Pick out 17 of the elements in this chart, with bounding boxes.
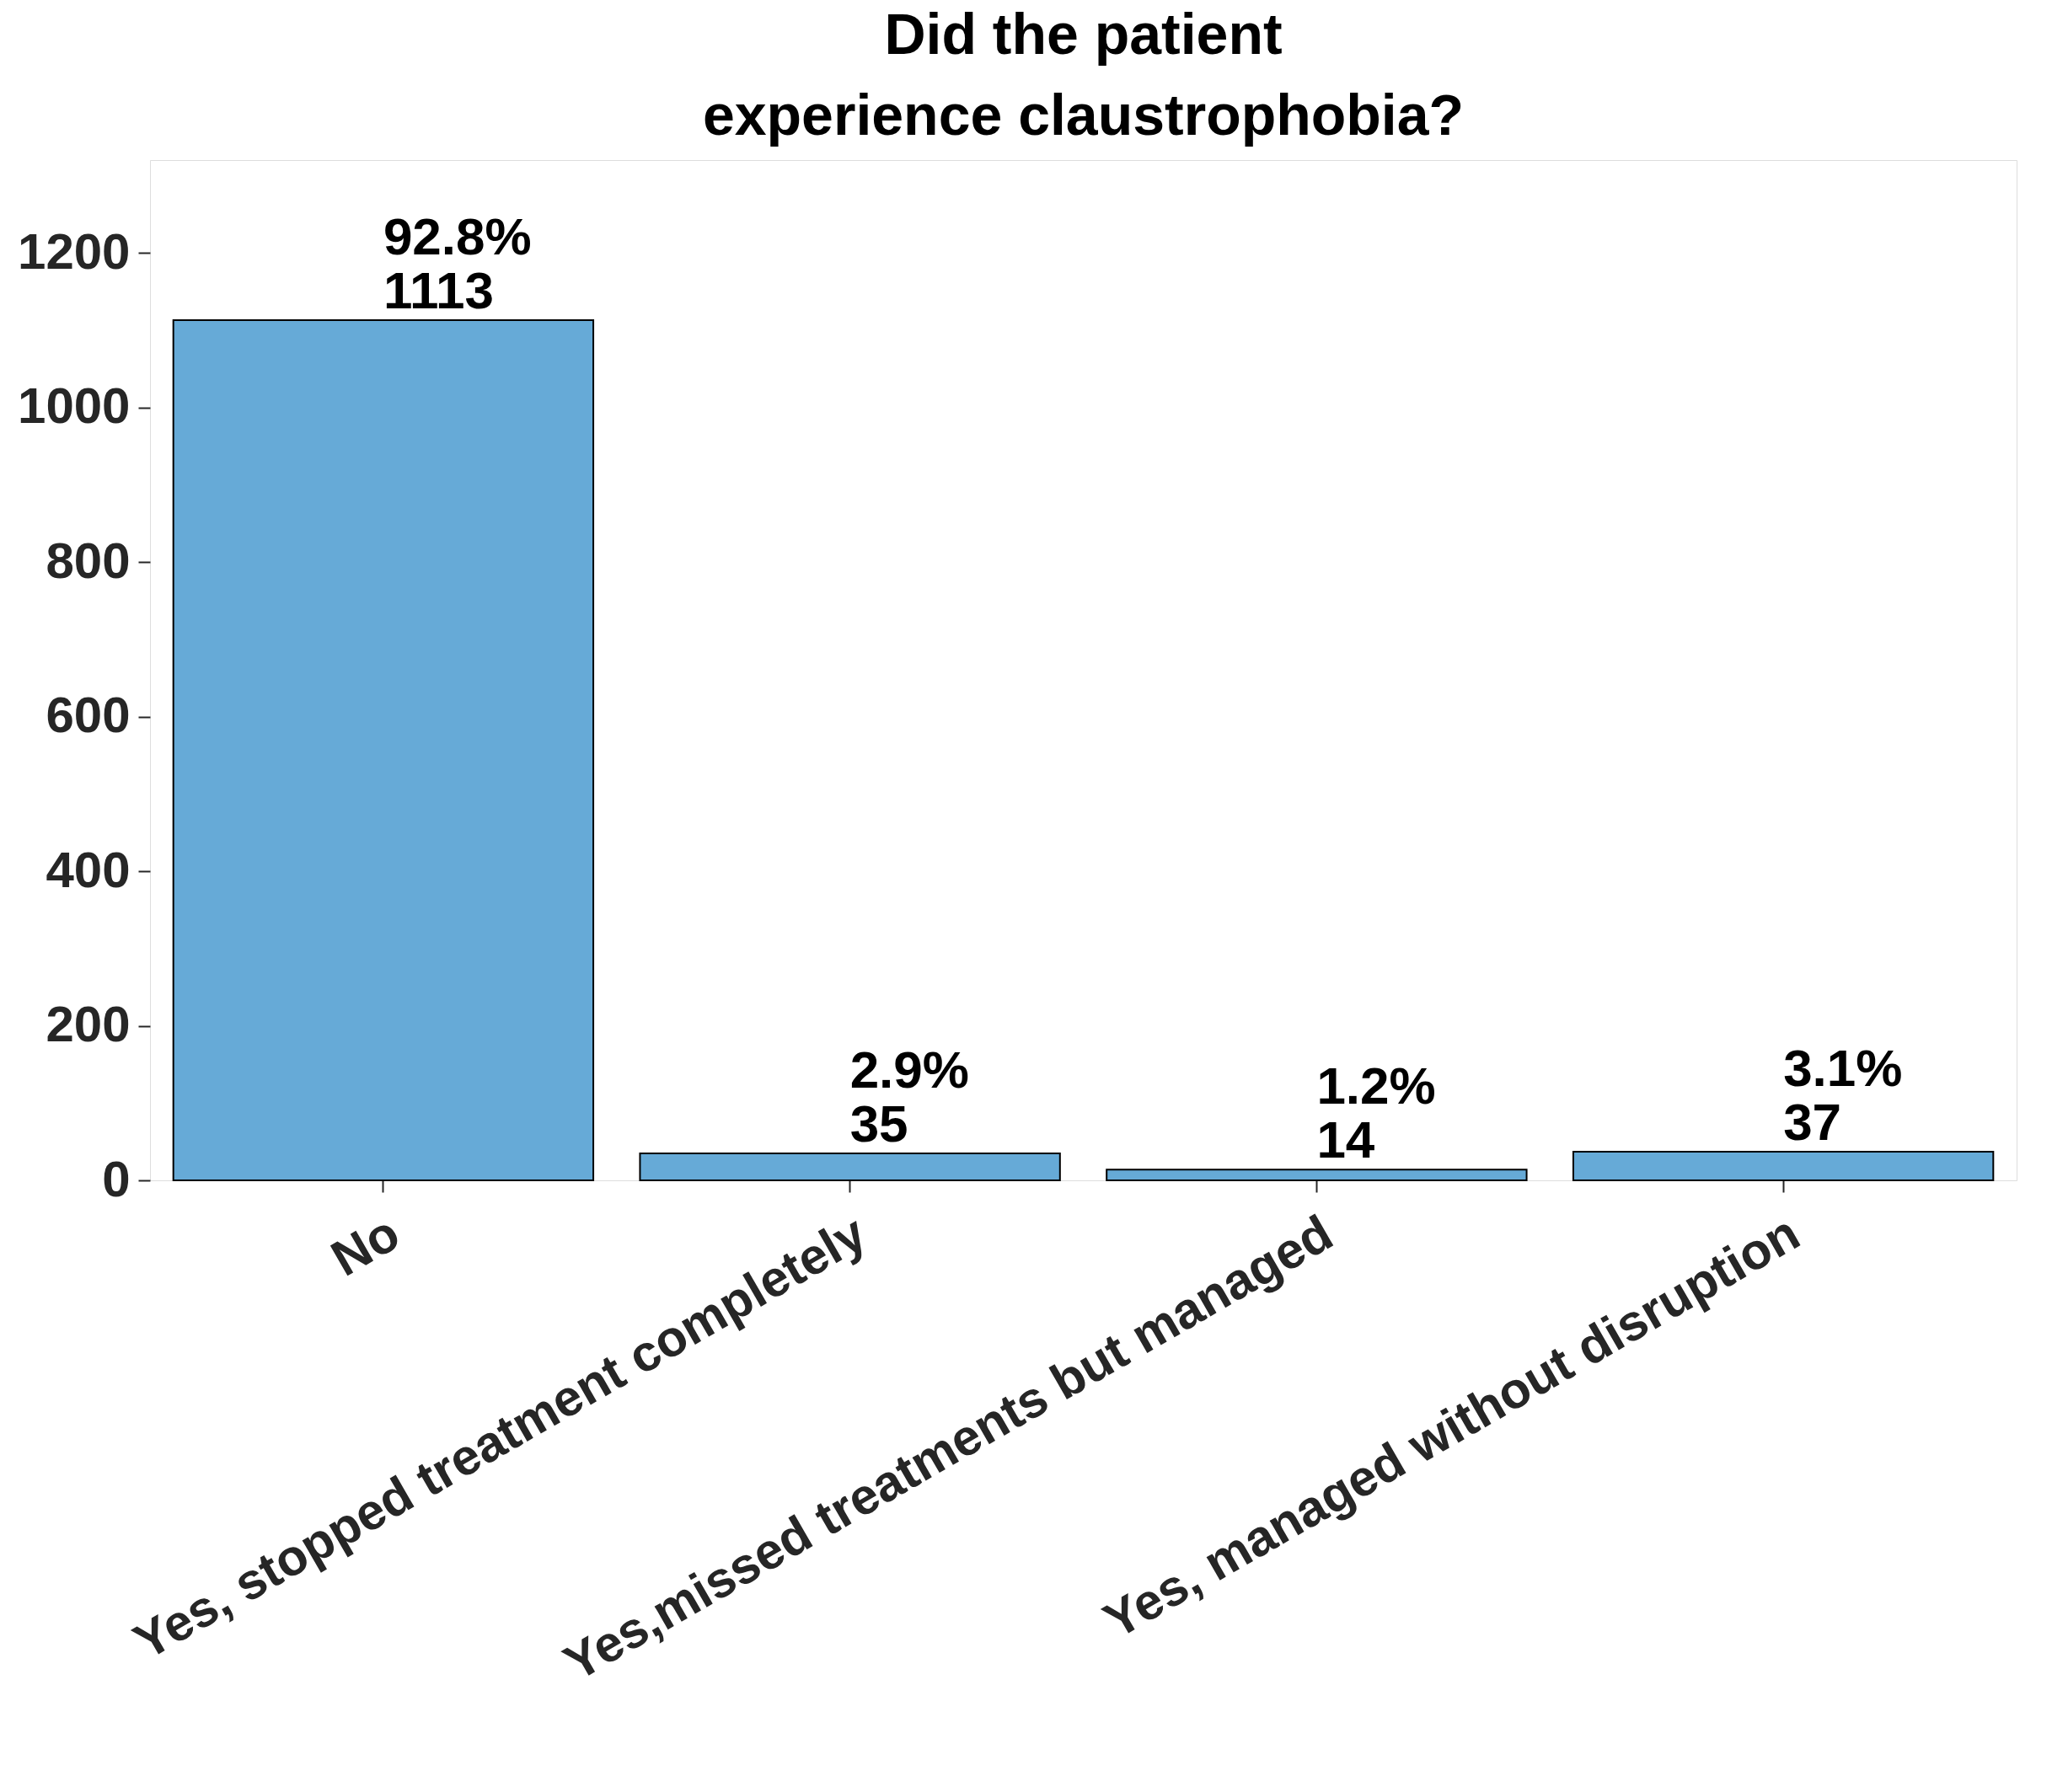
y-tick-label: 1200	[18, 222, 131, 280]
y-tick-label: 400	[46, 841, 131, 898]
y-tick-label: 0	[102, 1150, 131, 1207]
bar	[172, 318, 595, 1181]
data-label: 1.2% 14	[1316, 1056, 1436, 1169]
y-tick-label: 600	[46, 687, 131, 744]
data-label: 92.8% 1113	[383, 206, 532, 319]
bar	[1106, 1169, 1528, 1181]
data-label: 3.1% 37	[1783, 1039, 1903, 1152]
data-label: 2.9% 35	[849, 1040, 969, 1153]
y-tick-label: 1000	[18, 377, 131, 435]
x-tick-label: No	[322, 1204, 409, 1287]
y-tick-label: 200	[46, 996, 131, 1053]
bar	[639, 1152, 1061, 1181]
y-tick-label: 800	[46, 532, 131, 589]
chart-title: Did the patient experience claustrophobia?	[702, 2, 1465, 147]
bar	[1572, 1151, 1995, 1181]
